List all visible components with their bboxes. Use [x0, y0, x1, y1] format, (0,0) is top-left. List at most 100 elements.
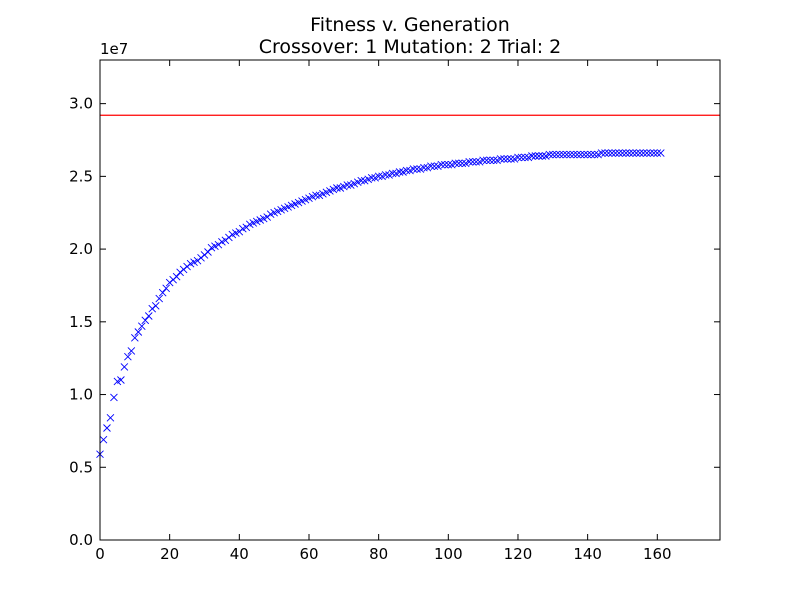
data-point: [636, 149, 644, 157]
plot-area: [96, 114, 720, 459]
data-point: [479, 156, 487, 165]
x-tick-label: 100: [434, 545, 463, 563]
data-point: [172, 272, 181, 281]
data-point: [367, 173, 376, 182]
x-tick-label: 0: [95, 545, 105, 563]
data-point: [333, 184, 341, 192]
y-axis-ticks: 0.0 0.5 1.0 1.5 2.0 2.5 3.0: [69, 95, 720, 549]
data-point: [608, 149, 616, 157]
data-point: [583, 150, 592, 159]
data-point: [117, 376, 125, 384]
data-point: [472, 157, 480, 166]
data-point: [559, 150, 568, 159]
data-point: [496, 155, 505, 163]
data-point: [489, 156, 498, 165]
data-point: [151, 301, 160, 310]
data-point: [552, 150, 561, 159]
data-point: [601, 149, 609, 157]
y-tick-label: 1.5: [69, 313, 93, 331]
data-point: [120, 363, 129, 371]
data-point: [441, 160, 449, 169]
data-point: [545, 150, 554, 159]
x-tick-label: 160: [643, 545, 672, 563]
data-point: [615, 149, 623, 157]
data-point: [454, 159, 463, 168]
data-point: [357, 176, 366, 185]
data-point: [629, 149, 637, 157]
data-point: [514, 153, 522, 162]
data-point: [162, 284, 170, 293]
data-point: [548, 150, 557, 159]
data-point: [137, 322, 146, 331]
data-point: [124, 352, 132, 361]
data-point: [451, 159, 460, 168]
data-point: [604, 149, 613, 157]
data-point: [110, 393, 118, 402]
data-point: [650, 149, 658, 157]
data-point: [144, 312, 153, 320]
data-point: [643, 149, 651, 157]
x-tick-label: 120: [504, 545, 533, 563]
data-point: [131, 333, 139, 342]
data-point: [312, 191, 320, 200]
data-point: [402, 166, 411, 175]
data-point: [646, 149, 655, 157]
chart-title: Fitness v. Generation: [310, 14, 510, 36]
data-point: [531, 152, 540, 160]
data-point: [555, 150, 564, 159]
y-tick-label: 2.5: [69, 167, 93, 185]
x-tick-label: 20: [160, 545, 179, 563]
data-point: [656, 149, 665, 157]
x-axis-ticks: 0 20 40 60 80 100 120 140 160: [95, 60, 672, 563]
data-point: [465, 157, 474, 166]
data-point: [625, 149, 634, 157]
data-point: [99, 435, 108, 444]
data-point: [444, 160, 453, 169]
data-point: [155, 294, 164, 303]
data-point: [395, 168, 404, 176]
data-point: [653, 149, 662, 157]
data-point: [486, 156, 494, 165]
x-tick-label: 140: [573, 545, 602, 563]
data-point: [134, 328, 143, 336]
data-point: [427, 162, 435, 171]
data-point: [639, 149, 648, 157]
data-point: [468, 157, 477, 166]
data-point: [106, 413, 115, 422]
chart-subtitle: Crossover: 1 Mutation: 2 Trial: 2: [259, 36, 562, 58]
x-tick-label: 60: [299, 545, 318, 563]
data-point: [618, 149, 627, 157]
data-point: [437, 160, 446, 169]
data-point: [562, 150, 571, 159]
data-point: [622, 149, 630, 157]
data-point: [576, 150, 585, 159]
y-offset-label: 1e7: [100, 40, 128, 58]
data-point: [573, 150, 582, 159]
data-point: [597, 149, 606, 157]
data-point: [420, 163, 428, 172]
data-point: [535, 152, 543, 160]
data-point: [587, 150, 595, 159]
y-tick-label: 0.5: [69, 458, 93, 476]
data-point: [458, 159, 467, 168]
data-point: [507, 155, 515, 163]
data-point: [103, 424, 111, 432]
data-point: [590, 150, 599, 159]
data-point: [569, 150, 578, 159]
data-point: [528, 152, 536, 160]
data-point: [141, 316, 150, 325]
data-point: [127, 347, 136, 355]
y-tick-label: 1.0: [69, 386, 93, 404]
data-point: [158, 288, 167, 297]
y-tick-label: 2.0: [69, 240, 93, 258]
data-point: [388, 169, 397, 178]
data-point: [343, 181, 352, 189]
data-point: [521, 153, 529, 162]
data-point: [430, 162, 439, 171]
data-point: [503, 155, 512, 163]
data-point: [204, 248, 212, 256]
series-markers: [96, 149, 665, 459]
plot-frame: [99, 59, 721, 541]
